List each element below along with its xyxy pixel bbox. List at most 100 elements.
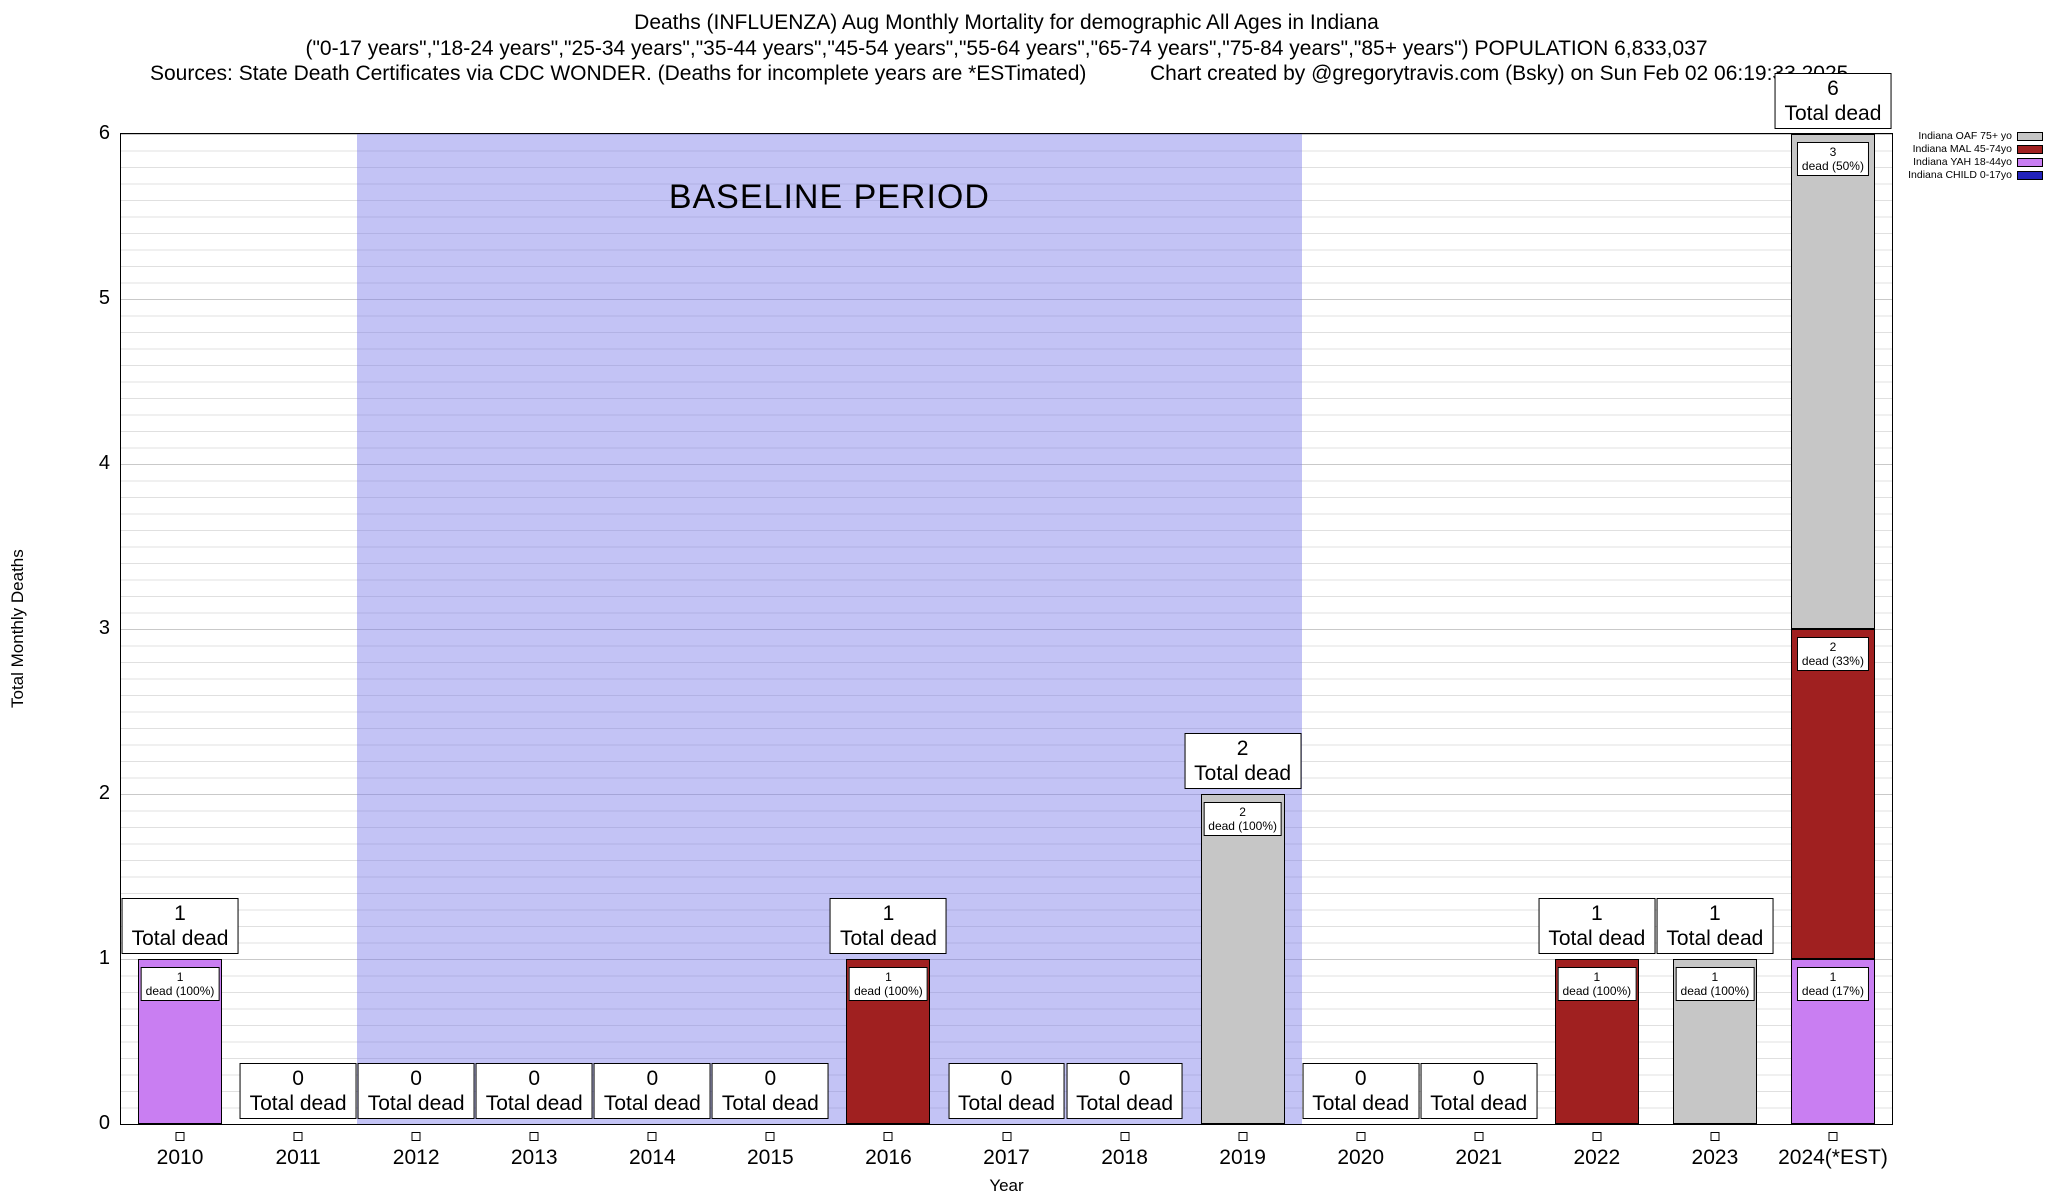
y-tick-label: 3 [98,617,110,639]
chart-subtitle: ("0-17 years","18-24 years","25-34 years… [305,37,1708,60]
legend: Indiana OAF 75+ yo Indiana MAL 45-74yo Ind… [1908,130,2043,182]
segment-label-pct: dead (100%) [1562,984,1632,998]
segment-label-pct: dead (100%) [145,984,215,998]
chart-title: Deaths (INFLUENZA) Aug Monthly Mortality… [634,11,1379,34]
total-dead-value: 0 [292,1067,304,1090]
total-dead-value: 0 [1118,1067,1131,1090]
total-dead-label: 6 Total dead [1774,73,1892,129]
total-dead-text: Total dead [131,927,229,950]
segment-label-value: 2 [1239,805,1246,819]
segment-label-pct: dead (100%) [1208,819,1277,833]
legend-label: Indiana OAF 75+ yo [1918,130,2012,142]
x-tick [1356,1132,1366,1141]
total-dead-label: 1 Total dead [1656,898,1774,954]
x-tick [765,1132,775,1141]
segment-label: 3 dead (50%) [1796,142,1869,176]
total-dead-value: 1 [174,902,186,925]
segment-label-value: 1 [1593,970,1601,984]
total-dead-label: 0 Total dead [593,1063,711,1119]
total-dead-text: Total dead [1430,1092,1528,1115]
total-dead-value: 1 [1709,902,1721,925]
x-tick [175,1132,185,1141]
total-dead-label: 1 Total dead [121,898,239,954]
total-dead-label: 1 Total dead [1538,898,1656,954]
y-tick-label: 2 [98,782,110,804]
legend-label: Indiana MAL 45-74yo [1912,143,2012,155]
x-tick-label: 2014 [628,1146,676,1169]
x-tick-label: 2022 [1573,1146,1621,1169]
x-tick [529,1132,539,1141]
total-dead-label: 0 Total dead [357,1063,475,1119]
credit-note: Chart created by @gregorytravis.com (Bsk… [1150,62,1849,85]
total-dead-label: 2 Total dead [1184,733,1302,789]
x-tick [293,1132,303,1141]
total-dead-text: Total dead [1312,1092,1410,1115]
y-tick-label: 1 [98,947,110,969]
x-tick-label: 2018 [1101,1146,1148,1169]
x-tick-label: 2020 [1337,1146,1385,1169]
x-tick-label: 2012 [392,1146,440,1169]
total-dead-value: 2 [1236,737,1249,760]
total-dead-text: Total dead [1784,102,1882,125]
segment-label: 1 dead (100%) [1675,967,1755,1001]
segment-label: 1 dead (17%) [1796,967,1869,1001]
total-dead-label: 0 Total dead [1302,1063,1420,1119]
x-tick [647,1132,657,1141]
legend-row: Indiana OAF 75+ yo [1908,130,2043,142]
legend-label: Indiana YAH 18-44yo [1913,156,2012,168]
sources-note: Sources: State Death Certificates via CD… [150,62,1087,85]
total-dead-text: Total dead [485,1092,583,1115]
x-tick [1828,1132,1838,1141]
total-dead-value: 1 [882,902,895,925]
total-dead-label: 1 Total dead [829,898,947,954]
legend-row: Indiana YAH 18-44yo [1908,156,2043,168]
x-axis-label: Year [989,1176,1024,1195]
x-tick-label: 2011 [275,1146,321,1169]
segment-label-value: 1 [1829,970,1837,984]
x-tick-label: 2017 [983,1146,1030,1169]
total-dead-label: 0 Total dead [1066,1063,1184,1119]
total-dead-value: 0 [1354,1067,1367,1090]
y-tick-label: 0 [98,1112,110,1134]
total-dead-text: Total dead [367,1092,465,1115]
total-dead-text: Total dead [1076,1092,1174,1115]
x-tick [411,1132,421,1141]
total-dead-label: 0 Total dead [1420,1063,1538,1119]
total-dead-value: 0 [528,1067,541,1090]
x-tick [1002,1132,1011,1141]
legend-swatch-yah [2017,157,2043,167]
total-dead-text: Total dead [721,1092,819,1115]
segment-label-value: 2 [1829,640,1837,654]
total-dead-value: 6 [1827,77,1839,100]
segment-label-value: 1 [176,970,184,984]
segment-label-pct: dead (100%) [1680,984,1750,998]
total-dead-value: 1 [1590,902,1603,925]
segment-label-pct: dead (33%) [1801,654,1864,668]
total-dead-text: Total dead [603,1092,701,1115]
x-tick-label: 2015 [747,1146,794,1169]
legend-swatch-child [2017,170,2043,180]
x-tick [1592,1132,1602,1141]
total-dead-text: Total dead [249,1092,347,1115]
x-tick [1120,1132,1130,1141]
segment-label: 2 dead (33%) [1796,637,1869,671]
segment-label: 1 dead (100%) [1557,967,1637,1001]
segment-label-pct: dead (50%) [1801,159,1864,173]
total-dead-text: Total dead [958,1092,1055,1115]
x-tick-label: 2019 [1219,1146,1266,1169]
segment-label-value: 1 [885,970,892,984]
legend-swatch-mal [2017,144,2043,154]
segment-label: 1 dead (100%) [849,967,928,1001]
baseline-band: BASELINE PERIOD [357,134,1302,1124]
total-dead-text: Total dead [1666,927,1764,950]
x-tick-label: 2023 [1691,1146,1739,1169]
total-dead-text: Total dead [1548,927,1646,950]
segment-label-pct: dead (100%) [854,984,923,998]
total-dead-value: 0 [1472,1067,1485,1090]
legend-label: Indiana CHILD 0-17yo [1908,169,2012,181]
total-dead-value: 0 [1000,1067,1013,1090]
legend-swatch-oaf [2017,131,2043,141]
x-tick-label: 2013 [510,1146,558,1169]
total-dead-value: 0 [764,1067,777,1090]
x-tick-label: 2021 [1455,1146,1503,1169]
